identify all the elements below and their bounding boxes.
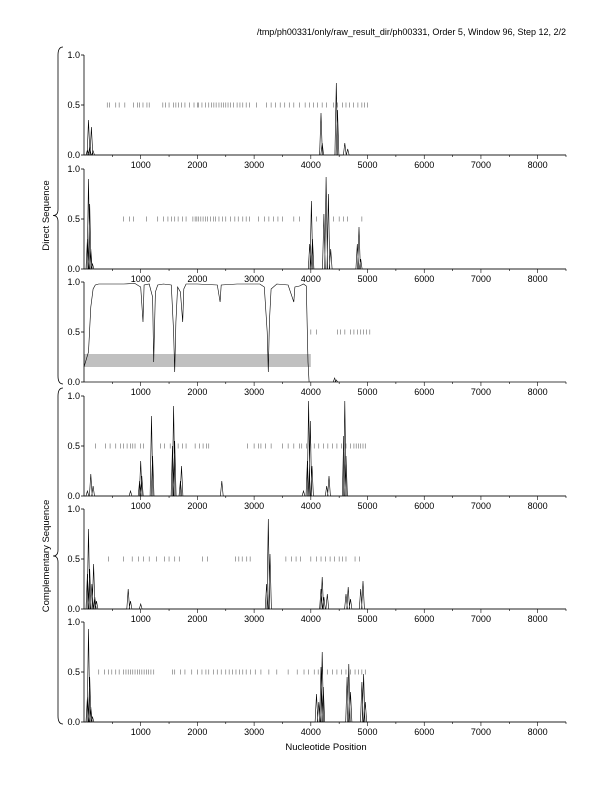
x-tick-label: 4000: [301, 160, 321, 170]
x-tick-label: 3000: [244, 614, 264, 624]
x-tick-label: 3000: [244, 501, 264, 511]
x-tick-label: 1000: [131, 274, 151, 284]
panels: 0.0 0.5 1.0 1000 2000 3000 4000 5000 6000 7000 800…: [67, 50, 567, 737]
shaded-band: [84, 354, 311, 367]
series-peak: [334, 379, 338, 383]
y-tick-label: 1.0: [67, 391, 80, 401]
panel-5: 0.0 0.5 1.0 1000 2000 3000 4000 5000 6000 7000 800…: [67, 504, 567, 624]
x-tick-label: 1000: [131, 614, 151, 624]
x-axis-title: Nucleotide Position: [285, 742, 366, 753]
x-tick-label: 6000: [414, 614, 434, 624]
y-tick-label: 1.0: [67, 277, 80, 287]
x-tick-label: 2000: [187, 274, 207, 284]
y-tick-label: 0.0: [67, 377, 80, 387]
y-tick-label: 1.0: [67, 50, 80, 60]
group-label: Direct Sequence: [41, 180, 52, 250]
y-tick-label: 0.0: [67, 717, 80, 727]
x-tick-label: 6000: [414, 501, 434, 511]
x-tick-label: 8000: [528, 727, 548, 737]
series-line: [84, 82, 566, 156]
y-tick-label: 0.5: [67, 214, 80, 224]
y-tick-label: 0.0: [67, 150, 80, 160]
x-tick-label: 1000: [131, 387, 151, 397]
x-tick-label: 2000: [187, 160, 207, 170]
x-tick-label: 4000: [301, 387, 321, 397]
x-tick-label: 3000: [244, 160, 264, 170]
x-tick-label: 2000: [187, 614, 207, 624]
group-braces: Direct Sequence Complementary Sequence: [41, 46, 64, 725]
y-tick-label: 0.5: [67, 667, 80, 677]
group-label: Complementary Sequence: [41, 500, 52, 612]
x-tick-label: 6000: [414, 387, 434, 397]
x-tick-label: 5000: [358, 387, 378, 397]
x-tick-label: 7000: [471, 160, 491, 170]
y-tick-label: 1.0: [67, 617, 80, 627]
x-tick-label: 4000: [301, 501, 321, 511]
x-tick-label: 5000: [358, 501, 378, 511]
series-line: [84, 628, 566, 723]
x-tick-label: 5000: [358, 614, 378, 624]
x-tick-label: 7000: [471, 274, 491, 284]
x-tick-label: 3000: [244, 727, 264, 737]
panel-6: 0.0 0.5 1.0 1000 2000 3000 4000 5000 6000 7000 800…: [67, 617, 567, 737]
header-title: /tmp/ph00331/only/raw_result_dir/ph00331…: [257, 27, 566, 37]
series-line: [84, 518, 566, 610]
x-tick-label: 2000: [187, 727, 207, 737]
x-tick-label: 8000: [528, 501, 548, 511]
group-brace: [52, 46, 64, 385]
x-tick-label: 7000: [471, 387, 491, 397]
series-line: [83, 283, 310, 383]
x-tick-label: 3000: [244, 387, 264, 397]
panel-2: 0.0 0.5 1.0 1000 2000 3000 4000 5000 6000 7000 800…: [67, 164, 567, 284]
x-tick-label: 5000: [358, 274, 378, 284]
x-tick-label: 6000: [414, 160, 434, 170]
x-tick-label: 8000: [528, 160, 548, 170]
group-brace: [52, 387, 64, 725]
y-tick-label: 0.0: [67, 604, 80, 614]
x-tick-label: 7000: [471, 614, 491, 624]
y-tick-label: 0.5: [67, 554, 80, 564]
x-tick-label: 4000: [301, 727, 321, 737]
y-tick-label: 0.5: [67, 441, 80, 451]
x-tick-label: 8000: [528, 274, 548, 284]
x-tick-label: 1000: [131, 501, 151, 511]
series-line: [84, 176, 566, 270]
panel-3: 0.0 0.5 1.0 1000 2000 3000 4000 5000 6000 7000 800…: [67, 277, 567, 397]
x-tick-label: 4000: [301, 614, 321, 624]
x-tick-label: 8000: [528, 387, 548, 397]
x-tick-label: 7000: [471, 501, 491, 511]
panel-4: 0.0 0.5 1.0 1000 2000 3000 4000 5000 6000 7000 800…: [67, 391, 567, 511]
y-tick-label: 0.5: [67, 100, 80, 110]
y-tick-label: 0.0: [67, 491, 80, 501]
x-tick-label: 3000: [244, 274, 264, 284]
x-tick-label: 1000: [131, 727, 151, 737]
x-tick-label: 5000: [358, 160, 378, 170]
x-tick-label: 2000: [187, 387, 207, 397]
y-tick-label: 0.0: [67, 264, 80, 274]
y-tick-label: 1.0: [67, 164, 80, 174]
x-tick-label: 6000: [414, 274, 434, 284]
x-tick-label: 1000: [131, 160, 151, 170]
x-tick-label: 2000: [187, 501, 207, 511]
x-tick-label: 5000: [358, 727, 378, 737]
series-line: [84, 400, 566, 497]
y-tick-label: 1.0: [67, 504, 80, 514]
x-tick-label: 4000: [301, 274, 321, 284]
panel-1: 0.0 0.5 1.0 1000 2000 3000 4000 5000 6000 7000 800…: [67, 50, 567, 170]
x-tick-label: 8000: [528, 614, 548, 624]
x-tick-label: 7000: [471, 727, 491, 737]
y-tick-label: 0.5: [67, 327, 80, 337]
x-tick-label: 6000: [414, 727, 434, 737]
